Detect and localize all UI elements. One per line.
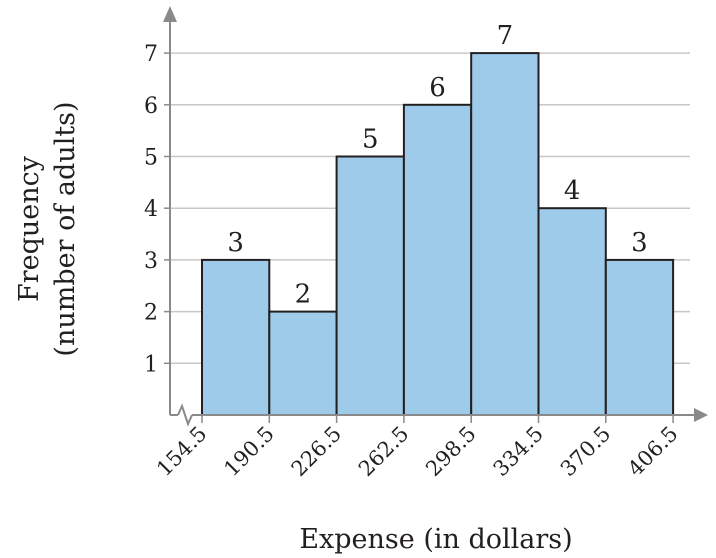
y-axis-title-line-1: Frequency [14, 155, 45, 302]
y-tick-label: 1 [144, 352, 158, 377]
histogram-bar [268, 310, 338, 417]
bar-value-label: 2 [295, 280, 312, 310]
bar-value-label: 7 [497, 21, 514, 51]
y-axis-title-line-2: (number of adults) [50, 101, 81, 356]
x-axis-break-mark [177, 403, 193, 427]
y-tick-label: 6 [144, 94, 158, 119]
x-tick-label: 334.5 [489, 422, 548, 481]
y-tick-label: 3 [144, 249, 158, 274]
histogram-bar [537, 207, 607, 416]
x-tick-label: 370.5 [556, 422, 615, 481]
y-tick-label: 7 [144, 42, 158, 67]
bar-value-label: 5 [362, 125, 379, 155]
y-tick-label: 2 [144, 301, 158, 326]
x-axis-arrowhead [694, 408, 708, 422]
histogram-bar [470, 52, 540, 416]
y-axis-arrowhead [163, 6, 177, 22]
histogram-bar [402, 103, 473, 417]
bars [201, 52, 675, 417]
axes [163, 6, 708, 427]
bar-value-label: 6 [429, 73, 446, 103]
bar-value-label: 3 [227, 228, 244, 258]
histogram-bar [604, 258, 675, 416]
data-labels: 3 2 5 6 7 4 3 [227, 21, 647, 310]
y-tick-label: 4 [144, 197, 158, 222]
histogram-bar [335, 155, 405, 416]
y-tick-label: 5 [144, 146, 158, 171]
x-tick-label: 190.5 [219, 422, 278, 481]
x-axis-title: Expense (in dollars) [299, 524, 572, 555]
x-tick-label: 298.5 [421, 422, 480, 481]
bar-value-label: 4 [564, 176, 581, 206]
histogram-bar [201, 258, 271, 416]
x-tick-label: 406.5 [623, 422, 682, 481]
x-tick-label: 154.5 [152, 422, 211, 481]
x-tick-label: 226.5 [287, 422, 346, 481]
bar-value-label: 3 [631, 228, 648, 258]
x-tick-label: 262.5 [354, 422, 413, 481]
